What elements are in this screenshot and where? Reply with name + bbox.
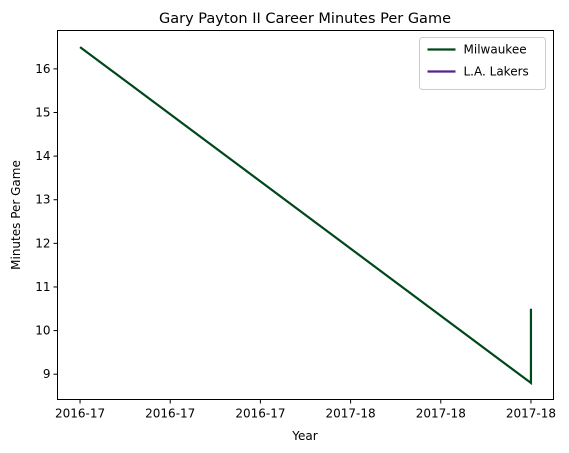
x-tick-label: 2017-18 — [326, 407, 376, 421]
x-tick-label: 2016-17 — [145, 407, 195, 421]
y-axis-label: Minutes Per Game — [9, 160, 23, 270]
x-axis-label: Year — [291, 429, 317, 443]
y-tick-label: 14 — [35, 149, 50, 163]
x-tick-label: 2017-18 — [506, 407, 556, 421]
legend-label-0: Milwaukee — [464, 43, 527, 57]
x-axis: 2016-17 2016-17 2016-17 2017-18 2017-18 2017-… — [55, 400, 556, 421]
y-tick-label: 13 — [35, 193, 50, 207]
y-axis: 9 10 11 12 13 14 15 16 — [35, 62, 57, 381]
plot-area — [80, 47, 531, 383]
y-tick-label: 11 — [35, 280, 50, 294]
y-tick-label: 16 — [35, 62, 50, 76]
legend: Milwaukee L.A. Lakers — [420, 38, 546, 90]
legend-label-1: L.A. Lakers — [464, 65, 529, 79]
x-tick-label: 2017-18 — [416, 407, 466, 421]
y-tick-label: 12 — [35, 236, 50, 250]
chart-title: Gary Payton II Career Minutes Per Game — [159, 11, 451, 27]
series-line-0 — [80, 47, 531, 383]
x-tick-label: 2016-17 — [235, 407, 285, 421]
y-tick-label: 10 — [35, 324, 50, 338]
y-tick-label: 15 — [35, 106, 50, 120]
x-tick-label: 2016-17 — [55, 407, 105, 421]
y-tick-label: 9 — [43, 367, 51, 381]
